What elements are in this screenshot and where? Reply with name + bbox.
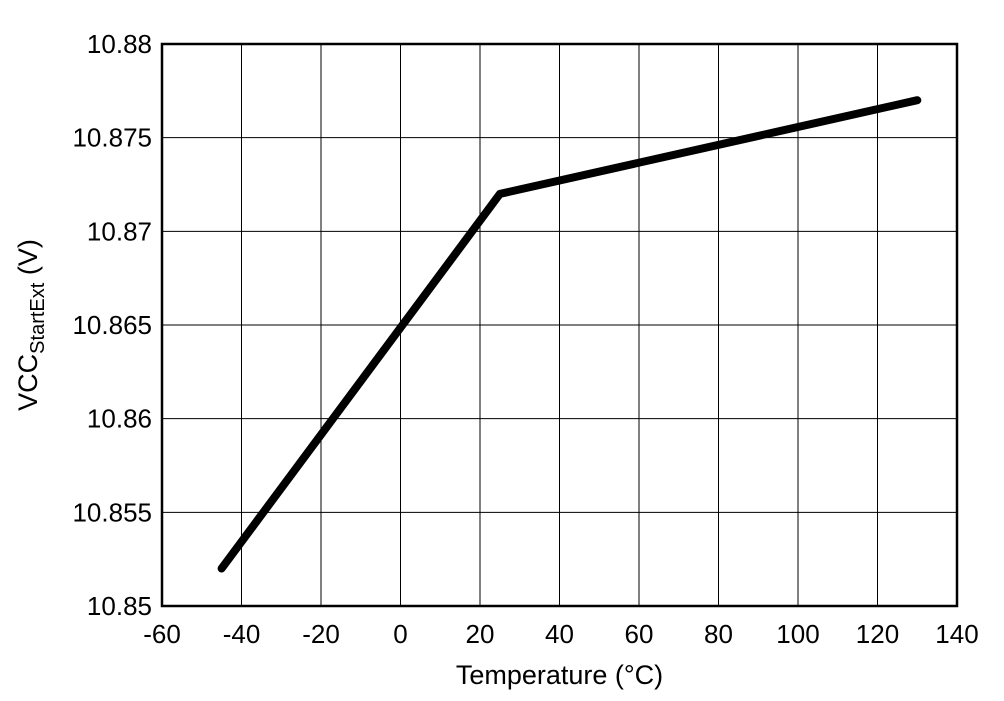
x-tick-label: 40 [545, 619, 574, 649]
x-tick-label: 60 [625, 619, 654, 649]
y-axis-tick-labels: 10.85 10.855 10.86 10.865 10.87 10.875 10.88 [72, 29, 152, 621]
y-tick-label: 10.875 [72, 123, 152, 153]
y-axis-title-unit: (V) [13, 239, 43, 283]
y-axis-title-main: VCC [13, 354, 43, 411]
x-tick-label: 140 [935, 619, 978, 649]
x-axis-tick-labels: -60 -40 -20 0 20 40 60 80 100 120 140 [143, 619, 978, 649]
x-tick-label: -40 [223, 619, 261, 649]
y-tick-label: 10.85 [87, 591, 152, 621]
x-axis-title: Temperature (°C) [456, 660, 663, 690]
x-tick-label: -20 [302, 619, 340, 649]
grid-lines [162, 44, 957, 606]
x-tick-label: 100 [776, 619, 819, 649]
x-tick-label: 20 [466, 619, 495, 649]
plot-area-frame [160, 42, 959, 608]
series-layer [217, 96, 922, 573]
y-axis-title-subscript: StartExt [27, 282, 49, 354]
y-tick-label: 10.87 [87, 216, 152, 246]
y-tick-label: 10.855 [72, 497, 152, 527]
y-axis-title: VCCStartExt (V) [13, 239, 49, 411]
x-tick-label: 0 [393, 619, 407, 649]
x-tick-label: 120 [856, 619, 899, 649]
y-tick-label: 10.86 [87, 404, 152, 434]
y-tick-label: 10.88 [87, 29, 152, 59]
x-tick-label: -60 [143, 619, 181, 649]
y-tick-label: 10.865 [72, 310, 152, 340]
series-line [217, 96, 922, 573]
x-tick-label: 80 [704, 619, 733, 649]
